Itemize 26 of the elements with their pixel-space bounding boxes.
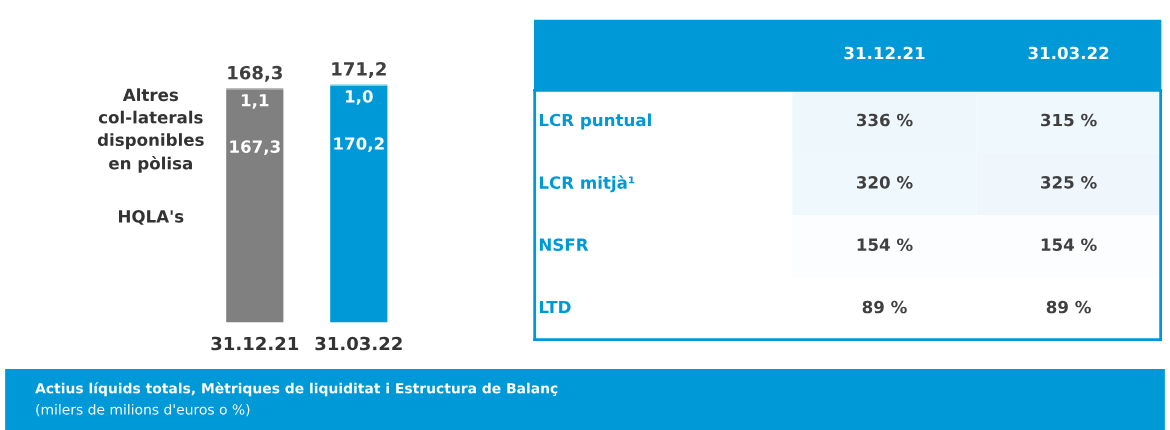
x-tick-label: 31.03.22	[1028, 46, 1109, 60]
y-tick-label: LCR mitjà¹	[539, 175, 635, 193]
y-tick-label: LCR puntual	[539, 113, 651, 130]
data-label: 1,0	[345, 90, 373, 105]
text: (milers de milions d'euros o %)	[36, 403, 250, 417]
data-label: 167,3	[230, 140, 280, 156]
data-label: 320 %	[856, 176, 913, 189]
data-label: 315 %	[1041, 113, 1097, 127]
total-label: 171,2	[332, 61, 386, 78]
data-label: 89 %	[862, 300, 907, 314]
text: HQLA's	[119, 210, 184, 225]
x-tick-label: 31.12.21	[844, 46, 925, 60]
data-label: 336 %	[856, 113, 913, 127]
x-tick-label: 31.12.21	[211, 336, 299, 351]
x-tick-label: 31.03.22	[315, 336, 402, 351]
series-label: Altres col-laterals disponibles en pòlisa	[97, 88, 204, 173]
y-tick-label: LTD	[539, 300, 571, 314]
data-label: 170,2	[334, 137, 384, 152]
total-label: 168,3	[228, 65, 282, 82]
data-label: 89 %	[1046, 300, 1091, 314]
data-label: 325 %	[1041, 176, 1097, 189]
y-tick-label: NSFR	[539, 238, 589, 252]
data-label: 1,1	[241, 94, 269, 109]
data-label: 154 %	[1041, 238, 1097, 252]
data-label: 154 %	[857, 238, 913, 252]
text: Actius líquids totals, Mètriques de liquiditat i Estructura de Balanç	[35, 382, 558, 397]
